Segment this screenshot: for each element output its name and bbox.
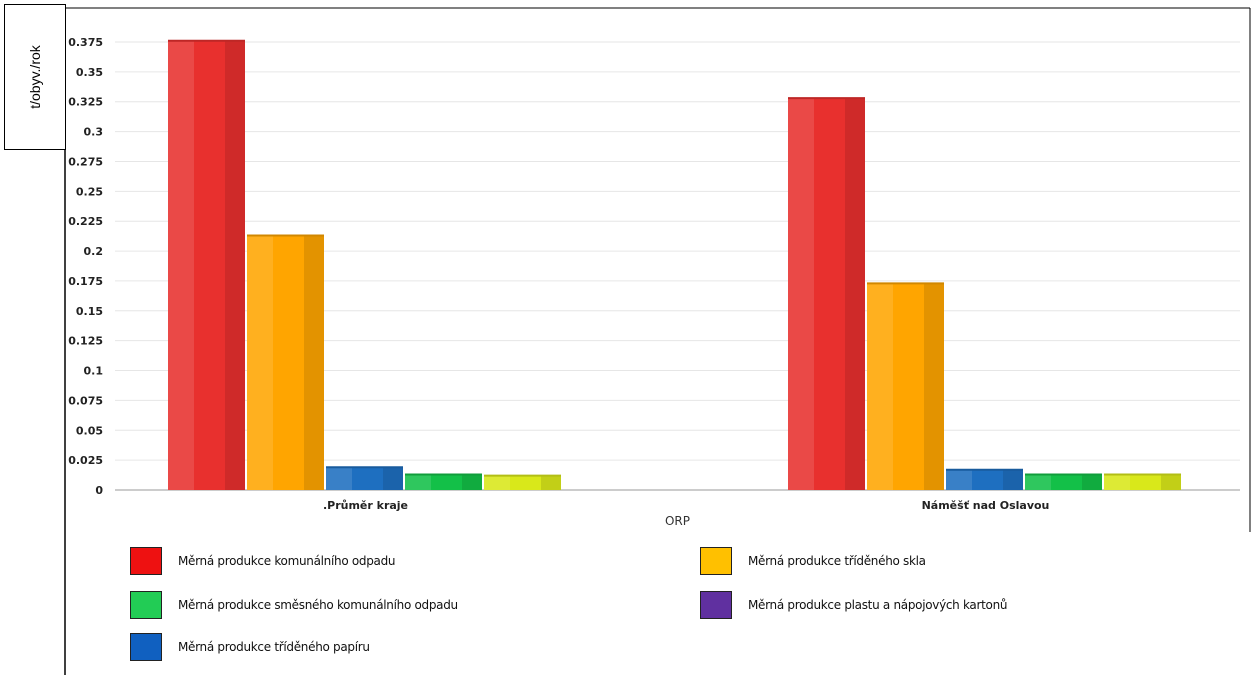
x-tick-label: .Průměr kraje (323, 499, 408, 512)
bar-shade (845, 98, 865, 491)
y-tick-label: 0.125 (68, 335, 103, 348)
bar-shade (541, 475, 561, 490)
legend-swatch (700, 547, 732, 575)
y-tick-label: 0.175 (68, 275, 103, 288)
bar-highlight (867, 283, 893, 490)
bar-shade (1161, 474, 1181, 490)
y-tick-label: 0.05 (76, 424, 103, 437)
legend-item-papir: Měrná produkce tříděného papíru (130, 632, 370, 662)
y-tick-label: 0.1 (84, 365, 104, 378)
bar-shade (924, 283, 944, 490)
y-axis-label: t/obyv./rok (27, 45, 43, 109)
bar-shade (383, 467, 403, 490)
bar-highlight (405, 474, 431, 490)
y-tick-label: 0.275 (68, 155, 103, 168)
y-tick-label: 0.2 (84, 245, 104, 258)
legend-label: Měrná produkce směsného komunálního odpa… (178, 598, 458, 612)
x-axis-title: ORP (665, 514, 690, 528)
bar-highlight (946, 469, 972, 490)
legend-item-sklo: Měrná produkce tříděného skla (700, 546, 926, 576)
bar-shade (304, 235, 324, 490)
legend-swatch (700, 591, 732, 619)
y-tick-label: 0.3 (84, 126, 104, 139)
legend-swatch (130, 547, 162, 575)
bar-shade (225, 40, 245, 491)
legend-item-smesny: Měrná produkce směsného komunálního odpa… (130, 590, 458, 620)
bar-shade (1003, 469, 1023, 490)
y-tick-label: 0 (95, 484, 103, 497)
y-tick-label: 0.325 (68, 96, 103, 109)
bar-highlight (1025, 474, 1051, 490)
y-tick-label: 0.225 (68, 215, 103, 228)
y-tick-label: 0.25 (76, 185, 103, 198)
legend-swatch (130, 591, 162, 619)
bar-highlight (1104, 474, 1130, 490)
bar-highlight (326, 467, 352, 490)
y-tick-label: 0.025 (68, 454, 103, 467)
legend-item-plast: Měrná produkce plastu a nápojových karto… (700, 590, 1007, 620)
y-axis-label-box: t/obyv./rok (4, 4, 66, 150)
bar-highlight (788, 98, 814, 491)
bar-shade (462, 474, 482, 490)
legend-label: Měrná produkce komunálního odpadu (178, 554, 396, 568)
y-tick-label: 0.35 (76, 66, 103, 79)
y-tick-label: 0.375 (68, 36, 103, 49)
legend-label: Měrná produkce tříděného papíru (178, 640, 370, 654)
bar-highlight (484, 475, 510, 490)
legend-label: Měrná produkce tříděného skla (748, 554, 926, 568)
legend-item-komunalni: Měrná produkce komunálního odpadu (130, 546, 396, 576)
bar-highlight (168, 40, 194, 491)
x-tick-label: Náměšť nad Oslavou (922, 499, 1050, 512)
legend-label: Měrná produkce plastu a nápojových karto… (748, 598, 1008, 612)
y-tick-label: 0.15 (76, 305, 103, 318)
bar-highlight (247, 235, 273, 490)
bar-shade (1082, 474, 1102, 490)
legend-swatch (130, 633, 162, 661)
y-tick-label: 0.075 (68, 394, 103, 407)
